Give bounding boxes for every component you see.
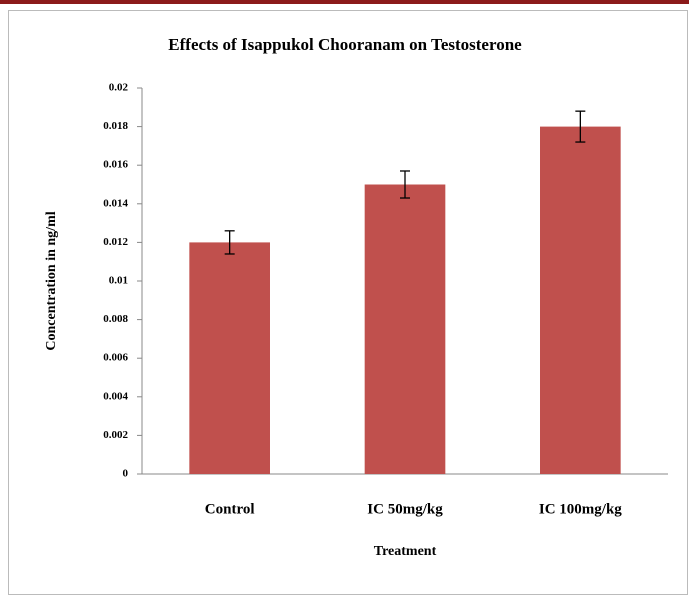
error-bar [575, 110, 586, 143]
y-tick-label: 0.008 [103, 313, 128, 325]
y-tick-label: 0 [123, 468, 129, 480]
x-axis-label: Treatment [374, 544, 437, 559]
y-tick-label: 0.018 [103, 120, 128, 132]
y-tick-label: 0.006 [103, 352, 128, 364]
error-bar [224, 230, 235, 255]
error-bar [400, 170, 410, 199]
x-tick-label: IC 100mg/kg [539, 501, 622, 517]
chart-title: Effects of Isappukol Chooranam on Testos… [168, 35, 522, 54]
top-border [0, 0, 689, 4]
y-tick-label: 0.002 [103, 429, 128, 441]
y-tick-label: 0.02 [109, 82, 129, 94]
bar [364, 184, 446, 474]
y-axis-label: Concentration in ng/ml [44, 211, 59, 350]
bar [189, 242, 270, 474]
y-tick-label: 0.014 [103, 197, 128, 209]
x-tick-label: Control [205, 501, 255, 517]
y-tick-label: 0.016 [103, 159, 128, 171]
x-tick-label: IC 50mg/kg [367, 501, 443, 517]
y-tick-label: 0.01 [109, 275, 128, 287]
bar [540, 126, 621, 474]
y-tick-label: 0.004 [103, 390, 128, 402]
y-tick-label: 0.012 [103, 236, 128, 248]
